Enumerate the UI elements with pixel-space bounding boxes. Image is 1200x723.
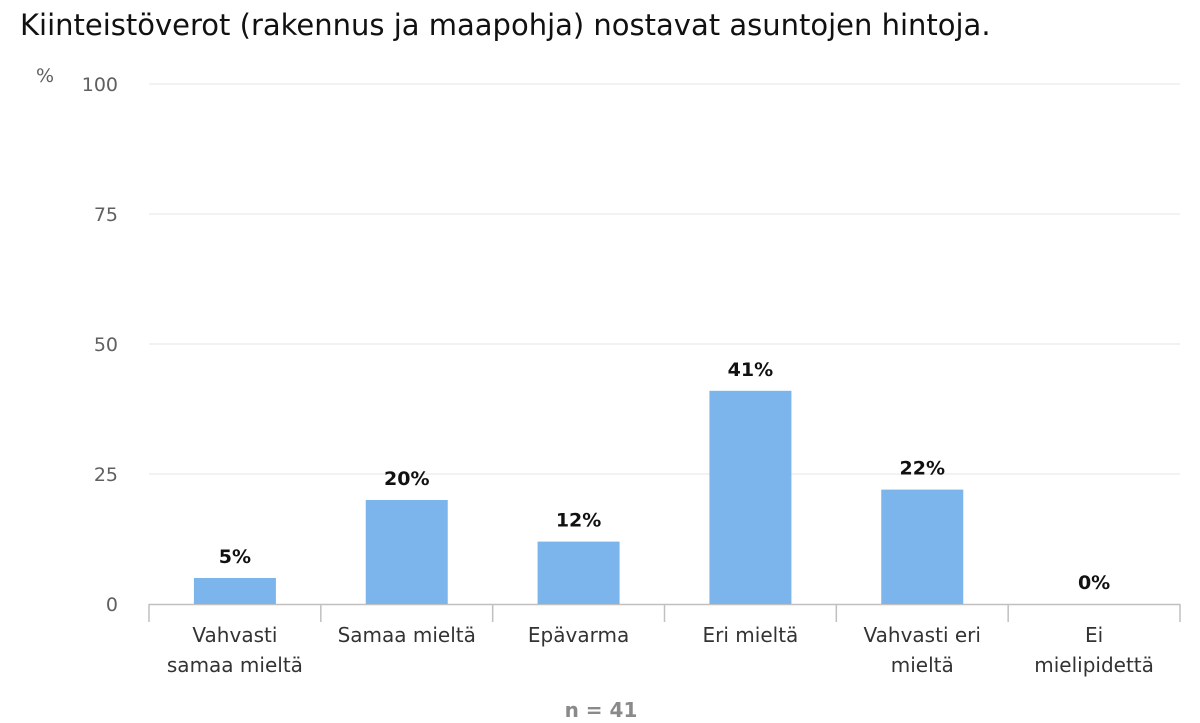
x-tick-label: Ei mielipidettä — [1034, 623, 1154, 677]
y-tick-label: 0 — [106, 594, 118, 616]
x-axis — [148, 603, 1181, 622]
data-label: 5% — [219, 546, 251, 568]
y-tick-label: 100 — [82, 74, 118, 96]
y-axis-unit: % — [36, 65, 54, 87]
y-tick-label: 25 — [94, 464, 118, 486]
data-label: 0% — [1078, 572, 1110, 594]
data-labels: 5% 20% 12% 41% 22% 0% — [219, 359, 1110, 594]
sample-size-label: n = 41 — [565, 698, 638, 722]
bar — [365, 500, 448, 604]
data-label: 22% — [900, 458, 945, 480]
bar — [193, 578, 276, 604]
x-tick-label: Vahvasti samaa mieltä — [167, 623, 303, 677]
chart-title: Kiinteistöverot (rakennus ja maapohja) n… — [20, 8, 991, 42]
bar — [709, 390, 792, 604]
category-labels: Vahvasti samaa mieltä Samaa mieltä Epävarma… — [167, 623, 1154, 677]
x-tick-label: Epävarma — [528, 623, 629, 647]
data-label: 12% — [556, 510, 601, 532]
data-label: 20% — [384, 468, 429, 490]
y-tick-label: 50 — [94, 334, 118, 356]
gridlines — [149, 83, 1180, 475]
data-label: 41% — [728, 359, 773, 381]
x-tick-label: Vahvasti eri mieltä — [864, 623, 981, 677]
bars — [193, 390, 964, 604]
y-tick-label: 75 — [94, 204, 118, 226]
y-tick-labels: 0 25 50 75 100 — [82, 74, 118, 616]
x-tick-label: Eri mieltä — [703, 623, 799, 647]
bar — [881, 489, 964, 604]
x-tick-label: Samaa mieltä — [338, 623, 476, 647]
bar — [537, 541, 620, 604]
